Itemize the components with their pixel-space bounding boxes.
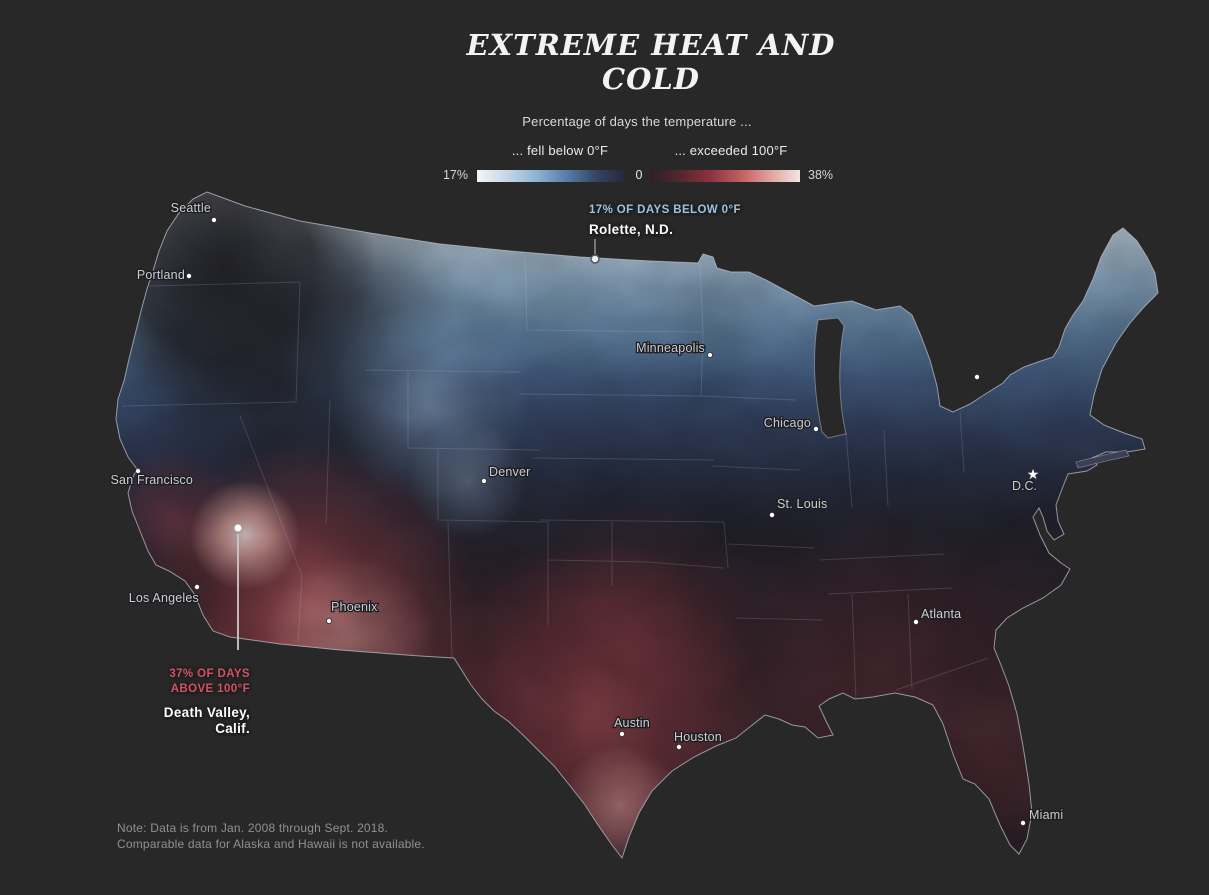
legend-min-tick: 17% bbox=[442, 168, 468, 182]
death-valley-place: Death Valley, Calif. bbox=[163, 705, 250, 736]
city-dot bbox=[185, 272, 192, 279]
legend-zero-tick: 0 bbox=[635, 168, 643, 182]
city-label: Houston bbox=[674, 730, 722, 744]
city-label: Denver bbox=[489, 465, 531, 479]
page-title: EXTREME HEAT AND COLD bbox=[466, 28, 836, 96]
source-note-line1: Note: Data is from Jan. 2008 through Sep… bbox=[117, 821, 389, 835]
city-label: Miami bbox=[1029, 808, 1063, 822]
city-label: San Francisco bbox=[111, 473, 194, 487]
source-note: Note: Data is from Jan. 2008 through Sep… bbox=[117, 821, 425, 852]
city-dot bbox=[913, 619, 920, 626]
source-note-line2: Comparable data for Alaska and Hawaii is… bbox=[117, 836, 425, 851]
city-markers-layer: Seattle Portland San Francisco Los Angeles P… bbox=[109, 200, 1064, 827]
city-label: Chicago bbox=[764, 416, 811, 430]
city-dot bbox=[1020, 820, 1027, 827]
city-label: Austin bbox=[614, 716, 650, 730]
legend-max-tick: 38% bbox=[808, 168, 834, 182]
city-label: Seattle bbox=[171, 201, 211, 215]
legend-gradient-cold bbox=[477, 170, 627, 182]
death-valley-stat: 37% OF DAYS ABOVE 100°F bbox=[169, 668, 250, 695]
annotation-death-valley: 37% OF DAYS ABOVE 100°F Death Valley, Ca… bbox=[100, 667, 250, 737]
city-dot bbox=[974, 373, 981, 380]
long-island bbox=[1075, 449, 1130, 469]
map-fill-layer bbox=[116, 192, 1158, 858]
state-borders-layer bbox=[121, 256, 989, 701]
city-label: Portland bbox=[137, 268, 185, 282]
rolette-place: Rolette, N.D. bbox=[589, 222, 674, 237]
city-dot bbox=[707, 351, 714, 358]
city-label: Minneapolis bbox=[636, 341, 705, 355]
city-dot bbox=[193, 584, 200, 591]
death-valley-marker bbox=[233, 523, 243, 533]
legend-cold-label: ... fell below 0°F bbox=[511, 143, 609, 158]
city-dot bbox=[769, 512, 776, 519]
city-dot bbox=[480, 477, 487, 484]
annotation-markers-layer bbox=[233, 239, 600, 650]
city-dot bbox=[134, 467, 141, 474]
city-label: Los Angeles bbox=[129, 591, 199, 605]
city-dot bbox=[210, 216, 217, 223]
legend-gradient-hot bbox=[651, 170, 800, 182]
rolette-marker bbox=[590, 254, 600, 264]
rolette-stat: 17% OF DAYS BELOW 0°F bbox=[589, 204, 741, 216]
capital-star-icon: ★ bbox=[1027, 467, 1040, 483]
city-dot bbox=[813, 425, 820, 432]
city-label: St. Louis bbox=[777, 497, 827, 511]
lake-michigan bbox=[814, 317, 847, 439]
legend-hot-label: ... exceeded 100°F bbox=[674, 143, 788, 158]
city-dot bbox=[676, 744, 683, 751]
city-dot bbox=[325, 618, 332, 625]
city-label: Atlanta bbox=[921, 607, 961, 621]
annotation-rolette: 17% OF DAYS BELOW 0°F Rolette, N.D. bbox=[589, 203, 741, 238]
city-dot bbox=[619, 731, 626, 738]
capital-label: D.C. bbox=[1012, 479, 1037, 493]
city-label: Phoenix bbox=[331, 600, 378, 614]
legend-heading: Percentage of days the temperature ... bbox=[522, 114, 752, 129]
